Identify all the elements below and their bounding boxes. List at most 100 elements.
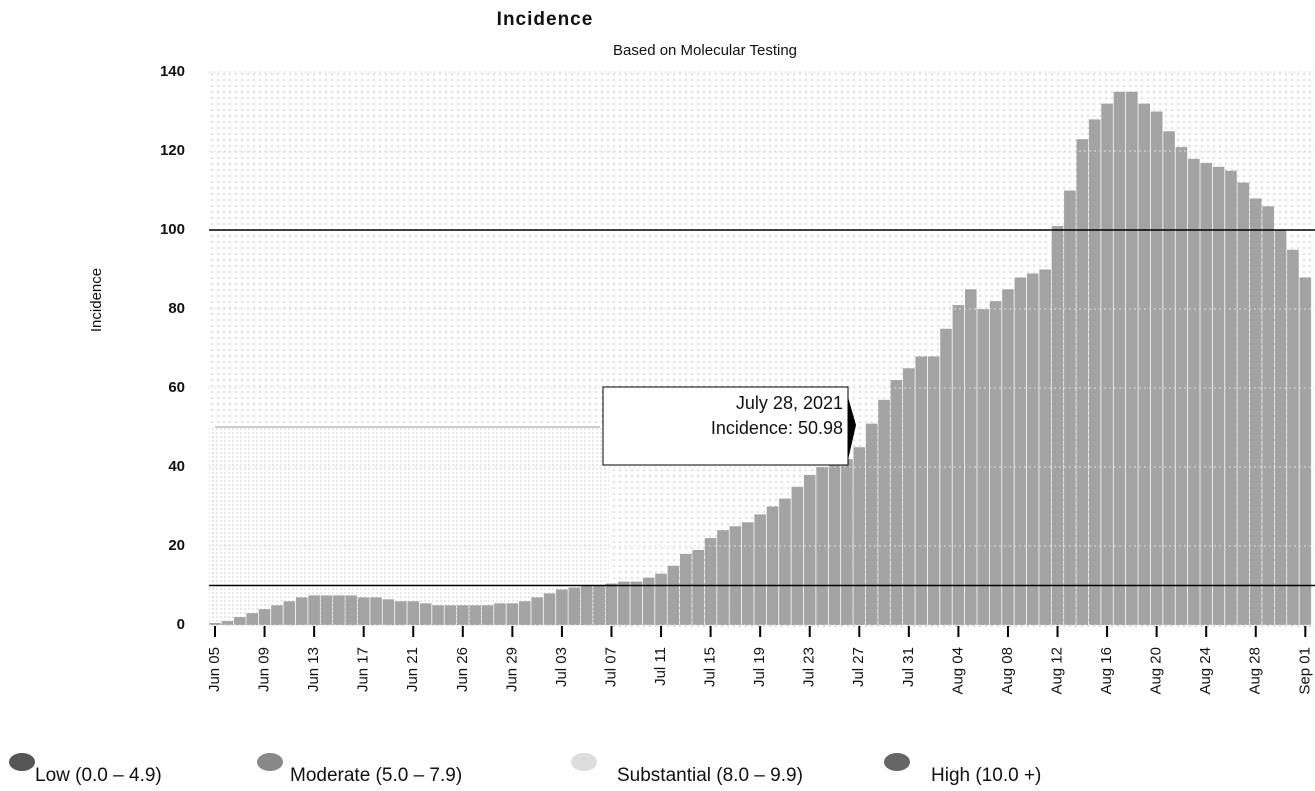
bar [1175, 147, 1188, 626]
bar [1212, 166, 1225, 626]
x-tick-label: Jun 21 [404, 647, 421, 692]
bar [580, 585, 593, 625]
bar [816, 467, 828, 625]
bar [803, 474, 816, 625]
bar [457, 605, 469, 625]
bar [779, 498, 791, 625]
bar [320, 595, 333, 625]
bar [964, 289, 977, 625]
bar [531, 597, 543, 625]
bar [1039, 269, 1051, 625]
y-tick-label: 40 [168, 458, 185, 475]
bar [370, 597, 382, 625]
bar [494, 603, 506, 625]
bar [1076, 139, 1089, 625]
bar [927, 356, 940, 625]
y-tick-label: 100 [160, 221, 185, 238]
bar [258, 609, 271, 625]
tooltip-value: Incidence: 50.98 [711, 418, 843, 438]
bar [791, 486, 804, 625]
bar [357, 597, 370, 625]
bar [444, 605, 457, 625]
legend-icon [884, 753, 910, 771]
bar [568, 587, 581, 625]
bar [432, 605, 444, 625]
bar [345, 595, 358, 625]
chart-title: Incidence [497, 9, 594, 30]
bar [1150, 111, 1163, 625]
bar [865, 423, 878, 625]
bar [295, 597, 308, 625]
y-tick-label: 60 [168, 379, 185, 396]
bar [233, 617, 246, 625]
bar [952, 305, 965, 625]
bar [878, 399, 890, 625]
bar [1138, 103, 1151, 626]
bar [333, 595, 345, 625]
bar [1026, 273, 1039, 625]
tooltip: July 28, 2021 Incidence: 50.98 [602, 386, 856, 466]
bar [308, 595, 320, 625]
x-tick-label: Jun 09 [256, 647, 273, 692]
bar [1274, 230, 1287, 625]
bar [680, 553, 692, 625]
bar [419, 603, 432, 625]
x-tick-label: Jul 19 [751, 647, 768, 687]
bar [469, 605, 481, 625]
bar [754, 514, 766, 625]
bar [1249, 198, 1262, 625]
bar [1188, 158, 1200, 625]
y-tick-label: 120 [160, 142, 185, 159]
x-tick-label: Jul 03 [553, 647, 570, 687]
bar [556, 589, 568, 625]
bar [395, 601, 407, 625]
tooltip-box [602, 386, 849, 466]
y-tick-label: 20 [168, 537, 185, 554]
bar [605, 583, 618, 625]
bar [283, 601, 296, 625]
bar [1051, 226, 1064, 626]
x-tick-label: Jun 13 [305, 647, 322, 692]
bar [766, 506, 779, 625]
bar [209, 623, 221, 625]
bar [1113, 91, 1126, 625]
x-tick-label: Jun 26 [454, 647, 471, 692]
y-tick-label: 140 [160, 63, 185, 80]
bar [741, 522, 754, 625]
x-tick-label: Aug 08 [999, 647, 1016, 695]
x-tick-label: Jul 11 [652, 647, 669, 686]
bar [593, 585, 605, 625]
bar [1200, 162, 1212, 625]
bar [1101, 103, 1113, 626]
bar [518, 601, 531, 625]
x-tick-label: Jul 23 [801, 647, 818, 687]
x-tick-label: Aug 04 [949, 647, 966, 695]
x-tick-label: Jun 17 [355, 647, 372, 692]
x-tick-label: Jul 31 [900, 647, 917, 687]
band-background [209, 427, 609, 627]
x-tick-label: Jun 29 [503, 647, 520, 692]
bar [940, 328, 952, 625]
x-tick-label: Aug 20 [1148, 647, 1165, 695]
bar [1088, 119, 1101, 626]
bar [1064, 190, 1076, 625]
legend: Low (0.0 – 4.9) Moderate (5.0 – 7.9) Sub… [9, 753, 1041, 786]
x-tick-label: Jul 15 [702, 647, 719, 687]
bar [1225, 170, 1237, 625]
bar [630, 581, 643, 625]
bar [481, 605, 494, 625]
bar [382, 599, 395, 625]
tooltip-pointer [848, 397, 856, 460]
bar [692, 549, 705, 625]
bar [717, 530, 729, 625]
bar [271, 605, 283, 625]
chart-subtitle: Based on Molecular Testing [613, 42, 797, 59]
bar [221, 621, 234, 625]
legend-label: Moderate (5.0 – 7.9) [290, 765, 462, 786]
x-tick-label: Jul 27 [850, 647, 867, 687]
legend-label: High (10.0 +) [931, 765, 1041, 786]
tooltip-date: July 28, 2021 [736, 393, 843, 413]
legend-label: Low (0.0 – 4.9) [35, 765, 162, 786]
bar [1014, 277, 1027, 625]
